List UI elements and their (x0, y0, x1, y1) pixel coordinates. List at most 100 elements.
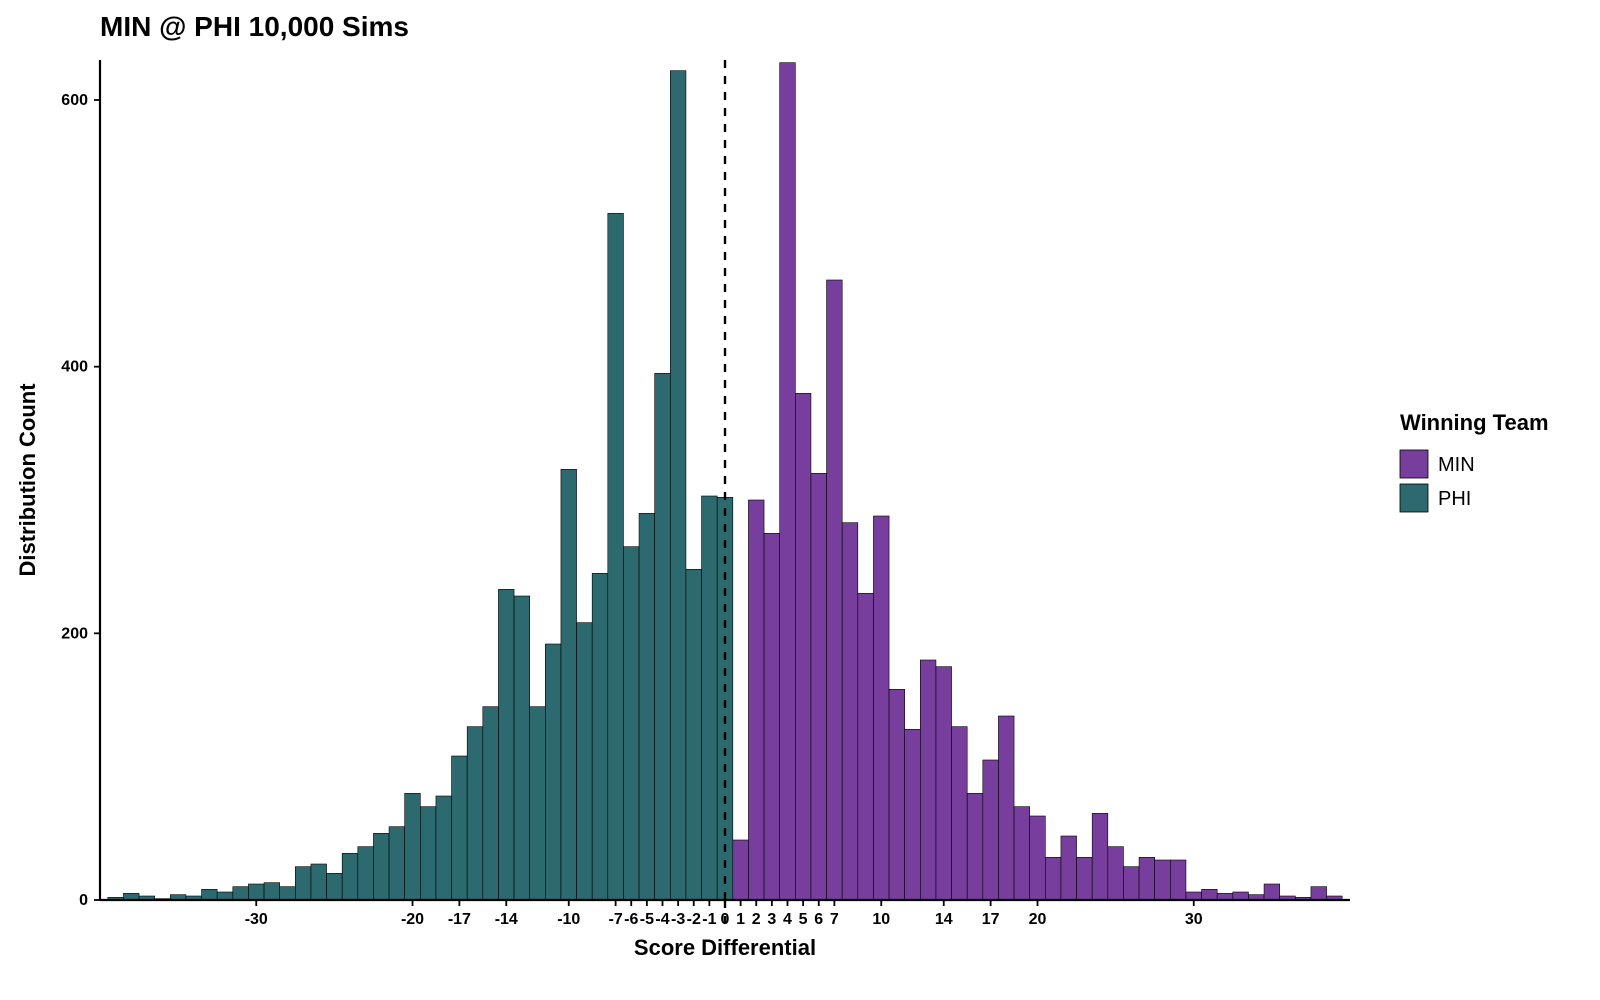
bar-phi (592, 573, 608, 900)
bar-phi (686, 569, 702, 900)
bar-phi (639, 513, 655, 900)
x-tick-label: -2 (687, 911, 701, 928)
x-tick-label: 0 (721, 911, 730, 928)
bar-min (1170, 860, 1186, 900)
x-tick-label: -7 (609, 911, 623, 928)
bar-phi (202, 889, 218, 900)
x-tick-label: 3 (767, 911, 776, 928)
bar-phi (702, 496, 718, 900)
x-tick-label: 10 (872, 911, 890, 928)
x-tick-label: -30 (245, 911, 268, 928)
bar-phi (420, 807, 436, 900)
bar-phi (327, 873, 343, 900)
x-tick-label: -4 (655, 911, 669, 928)
bar-phi (295, 867, 311, 900)
bar-phi (389, 827, 405, 900)
bar-phi (405, 793, 421, 900)
chart-container: MIN @ PHI 10,000 Sims0200400600-30-20-17… (0, 0, 1600, 1000)
bar-min (1045, 857, 1061, 900)
bar-min (1077, 857, 1093, 900)
bar-min (858, 593, 874, 900)
bar-phi (530, 707, 546, 900)
bar-min (1186, 892, 1202, 900)
bar-phi (498, 589, 514, 900)
bar-min (811, 473, 827, 900)
bar-min (1155, 860, 1171, 900)
bar-min (764, 533, 780, 900)
bar-min (748, 500, 764, 900)
bar-min (1202, 889, 1218, 900)
bar-min (889, 689, 905, 900)
bar-phi (483, 707, 499, 900)
y-tick-label: 600 (61, 92, 88, 109)
legend-item-label: PHI (1438, 488, 1471, 510)
bar-phi (233, 887, 249, 900)
x-tick-label: -10 (557, 911, 580, 928)
bar-phi (248, 884, 264, 900)
x-tick-label: -5 (640, 911, 654, 928)
bar-phi (545, 644, 561, 900)
x-tick-label: -20 (401, 911, 424, 928)
bar-phi (311, 864, 327, 900)
bar-min (1264, 884, 1280, 900)
x-tick-label: -6 (624, 911, 638, 928)
bar-min (967, 793, 983, 900)
bar-phi (467, 727, 483, 900)
bar-min (1092, 813, 1108, 900)
bar-min (998, 716, 1014, 900)
x-tick-label: 2 (752, 911, 761, 928)
bar-min (1233, 892, 1249, 900)
bar-phi (342, 853, 358, 900)
bar-phi (670, 71, 686, 900)
x-tick-label: 6 (814, 911, 823, 928)
bar-phi (655, 373, 671, 900)
bar-min (1311, 887, 1327, 900)
bar-phi (452, 756, 468, 900)
x-tick-label: 1 (736, 911, 745, 928)
bar-min (1123, 867, 1139, 900)
x-tick-label: -14 (495, 911, 518, 928)
bar-min (1014, 807, 1030, 900)
legend-swatch (1400, 484, 1428, 512)
bar-min (936, 667, 952, 900)
bar-min (983, 760, 999, 900)
bar-min (733, 840, 749, 900)
x-tick-label: 20 (1029, 911, 1047, 928)
bar-min (1030, 816, 1046, 900)
bar-phi (280, 887, 296, 900)
y-tick-label: 0 (79, 892, 88, 909)
x-axis-label: Score Differential (634, 935, 816, 960)
bar-phi (264, 883, 280, 900)
x-tick-label: 4 (783, 911, 792, 928)
x-tick-label: -1 (702, 911, 716, 928)
chart-title: MIN @ PHI 10,000 Sims (100, 11, 409, 42)
x-tick-label: 7 (830, 911, 839, 928)
bar-min (920, 660, 936, 900)
bar-phi (436, 796, 452, 900)
y-tick-label: 200 (61, 625, 88, 642)
bar-phi (373, 833, 389, 900)
bar-min (842, 523, 858, 900)
legend-item-label: MIN (1438, 454, 1475, 476)
bar-phi (561, 469, 577, 900)
y-axis-label: Distribution Count (15, 383, 40, 577)
bar-phi (358, 847, 374, 900)
chart-svg: MIN @ PHI 10,000 Sims0200400600-30-20-17… (0, 0, 1600, 1000)
legend-swatch (1400, 450, 1428, 478)
x-tick-label: 30 (1185, 911, 1203, 928)
x-tick-label: -3 (671, 911, 685, 928)
bar-min (795, 393, 811, 900)
x-tick-label: 17 (982, 911, 1000, 928)
bar-min (952, 727, 968, 900)
bar-phi (577, 623, 593, 900)
bar-min (827, 280, 843, 900)
x-tick-label: -17 (448, 911, 471, 928)
y-tick-label: 400 (61, 359, 88, 376)
x-tick-label: 14 (935, 911, 953, 928)
bar-phi (608, 213, 624, 900)
bar-phi (623, 547, 639, 900)
bar-min (1108, 847, 1124, 900)
x-tick-label: 5 (799, 911, 808, 928)
legend-title: Winning Team (1400, 410, 1549, 435)
bar-min (873, 516, 889, 900)
